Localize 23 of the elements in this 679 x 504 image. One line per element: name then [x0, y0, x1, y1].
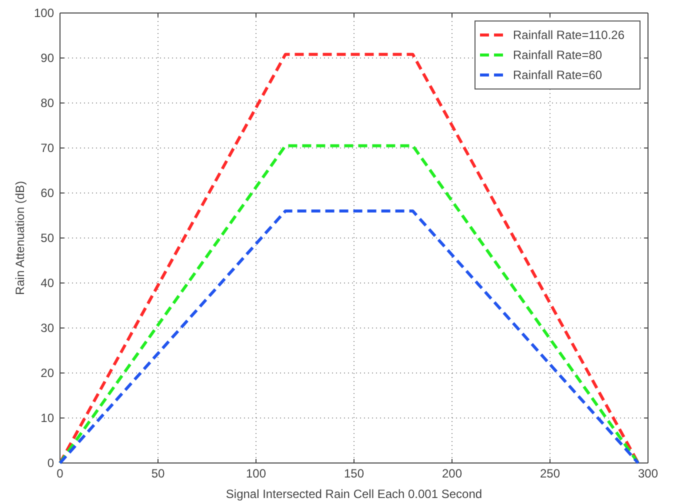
y-tick-label: 40	[40, 276, 54, 290]
x-tick-label: 150	[344, 466, 364, 481]
y-tick-label: 90	[40, 50, 54, 65]
legend-label: Rainfall Rate=110.26	[513, 28, 625, 42]
x-tick-label: 250	[540, 466, 560, 481]
y-tick-label: 20	[40, 366, 54, 380]
x-tick-label: 100	[246, 466, 266, 481]
x-tick-label: 300	[638, 466, 658, 481]
x-tick-label: 200	[442, 466, 462, 481]
y-tick-label: 100	[34, 6, 54, 20]
y-tick-label: 30	[40, 320, 54, 335]
x-tick-label: 0	[56, 466, 64, 481]
x-tick-label: 50	[151, 466, 165, 481]
y-tick-label: 70	[40, 140, 54, 155]
legend-label: Rainfall Rate=80	[513, 48, 602, 62]
y-tick-label: 10	[40, 410, 54, 425]
y-tick-label: 60	[40, 186, 54, 200]
y-tick-label: 80	[40, 96, 54, 110]
legend-label: Rainfall Rate=60	[513, 68, 602, 82]
x-axis-title: Signal Intersected Rain Cell Each 0.001 Second	[226, 487, 482, 501]
y-axis-title: Rain Attenuation (dB)	[13, 180, 27, 296]
y-tick-label: 50	[40, 230, 54, 245]
y-tick-label: 0	[47, 456, 54, 470]
